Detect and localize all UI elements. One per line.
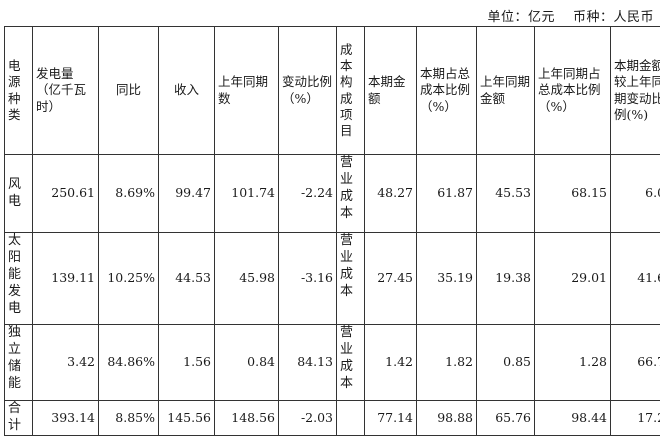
header-revenue: 收入 [158,26,215,155]
prior-amount-cell: 0.85 [476,324,535,401]
change-ratio-cell: -2.03 [278,400,337,436]
table-header-row: 电源种类 发电量（亿千瓦时） 同比 收入 上年同期数 变动比例（%） 成本构成项… [4,26,660,155]
yoy-cell: 10.25% [98,232,159,325]
table-row: 风电 250.61 8.69% 99.47 101.74 -2.24 营业成本 … [4,154,660,233]
current-share-cell: 1.82 [416,324,477,401]
current-share-cell: 35.19 [416,232,477,325]
prior-period-cell: 0.84 [214,324,279,401]
change-ratio-cell: -2.24 [278,154,337,233]
current-share-cell: 61.87 [416,154,477,233]
revenue-cell: 44.53 [158,232,215,325]
prior-share-cell: 1.28 [534,324,611,401]
change-ratio-cell: -3.16 [278,232,337,325]
header-amount-change: 本期金额较上年同期变动比例(%) [610,26,660,155]
current-share-cell: 98.88 [416,400,477,436]
generation-cell: 139.11 [32,232,99,325]
current-amount-cell: 27.45 [364,232,417,325]
power-type-cell: 太阳能发电 [4,232,33,325]
prior-amount-cell: 65.76 [476,400,535,436]
yoy-cell: 8.85% [98,400,159,436]
unit-caption: 单位：亿元 币种：人民币 [487,6,654,25]
power-type-cell: 风电 [4,154,33,233]
cost-item-cell: 营业成本 [336,324,365,401]
yoy-cell: 8.69% [98,154,159,233]
cost-analysis-table: 电源种类 发电量（亿千瓦时） 同比 收入 上年同期数 变动比例（%） 成本构成项… [4,26,660,436]
generation-cell: 3.42 [32,324,99,401]
cost-item-cell: 营业成本 [336,154,365,233]
change-ratio-cell: 84.13 [278,324,337,401]
header-prior-amount: 上年同期金额 [476,26,535,155]
prior-share-cell: 68.15 [534,154,611,233]
amount-change-cell: 66.74 [610,324,660,401]
revenue-cell: 99.47 [158,154,215,233]
prior-share-cell: 29.01 [534,232,611,325]
amount-change-cell: 17.29 [610,400,660,436]
header-generation: 发电量（亿千瓦时） [32,26,99,155]
header-power-type: 电源种类 [4,26,33,155]
power-type-cell: 合计 [4,400,33,436]
table-row-total: 合计 393.14 8.85% 145.56 148.56 -2.03 77.1… [4,400,660,436]
prior-period-cell: 148.56 [214,400,279,436]
header-current-amount: 本期金额 [364,26,417,155]
cost-item-cell [336,400,365,436]
generation-cell: 393.14 [32,400,99,436]
amount-change-cell: 41.60 [610,232,660,325]
unit-label: 单位：亿元 [487,10,555,25]
header-change-ratio: 变动比例（%） [278,26,337,155]
revenue-cell: 1.56 [158,324,215,401]
generation-cell: 250.61 [32,154,99,233]
header-yoy: 同比 [98,26,159,155]
header-cost-item: 成本构成项目 [336,26,365,155]
table-row: 太阳能发电 139.11 10.25% 44.53 45.98 -3.16 营业… [4,232,660,325]
prior-period-cell: 101.74 [214,154,279,233]
current-amount-cell: 1.42 [364,324,417,401]
current-amount-cell: 77.14 [364,400,417,436]
power-type-cell: 独立储能 [4,324,33,401]
header-current-share: 本期占总成本比例（%） [416,26,477,155]
prior-amount-cell: 45.53 [476,154,535,233]
revenue-cell: 145.56 [158,400,215,436]
amount-change-cell: 6.01 [610,154,660,233]
header-prior-share: 上年同期占总成本比例（%） [534,26,611,155]
prior-share-cell: 98.44 [534,400,611,436]
currency-label: 币种：人民币 [572,10,654,25]
current-amount-cell: 48.27 [364,154,417,233]
yoy-cell: 84.86% [98,324,159,401]
header-prior-period: 上年同期数 [214,26,279,155]
prior-amount-cell: 19.38 [476,232,535,325]
table-row: 独立储能 3.42 84.86% 1.56 0.84 84.13 营业成本 1.… [4,324,660,401]
prior-period-cell: 45.98 [214,232,279,325]
cost-item-cell: 营业成本 [336,232,365,325]
